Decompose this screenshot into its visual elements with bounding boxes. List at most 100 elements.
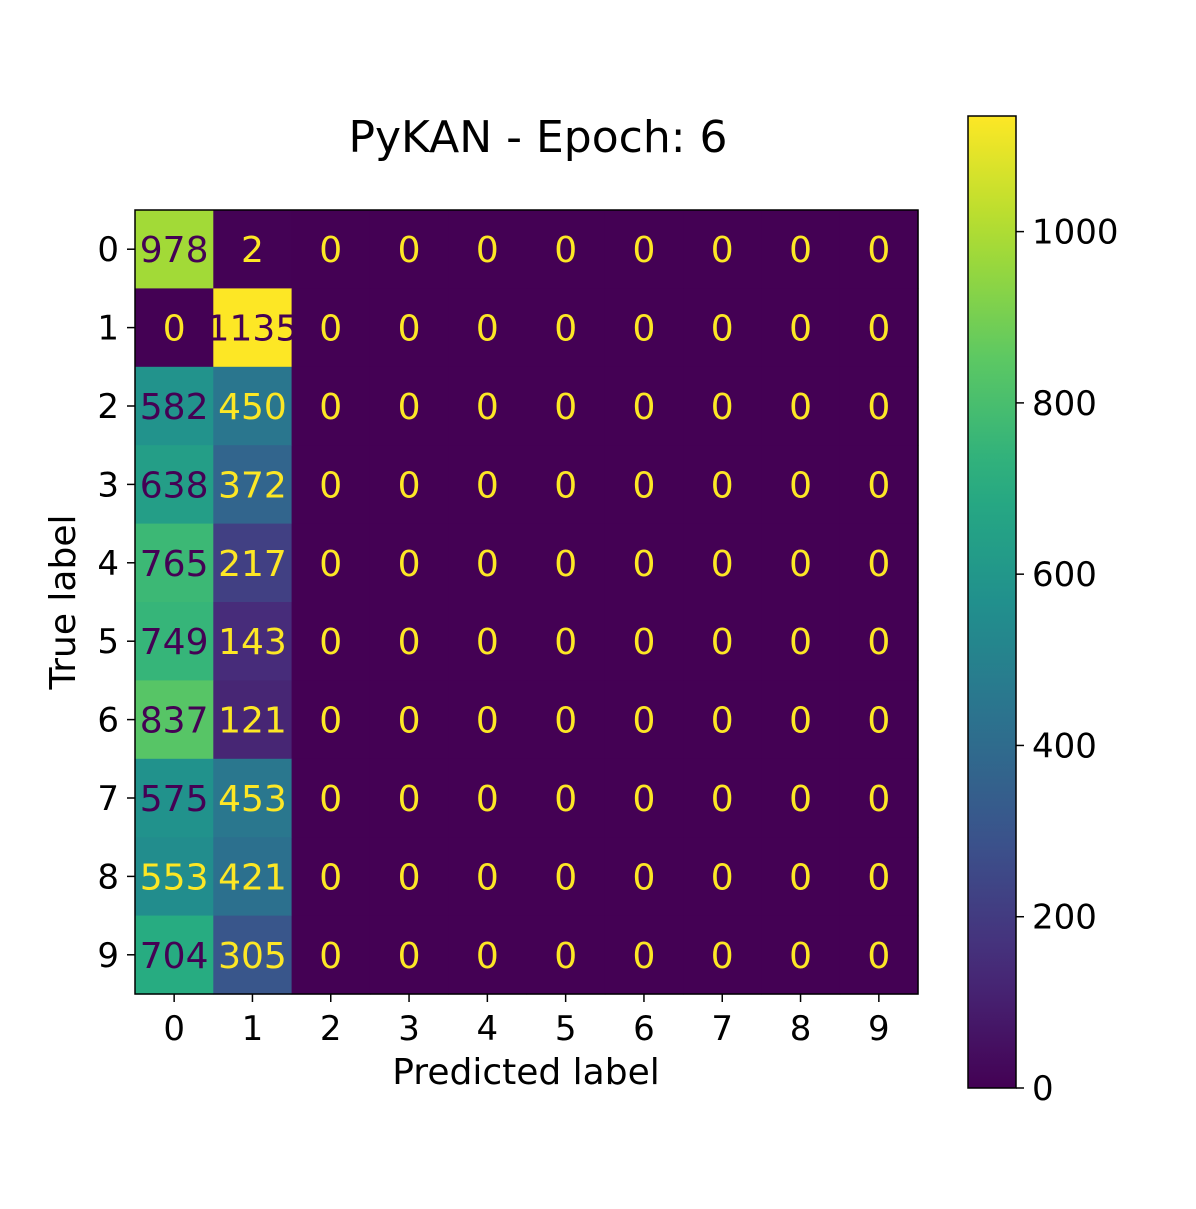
colorbar-tick-label: 200 [1032,898,1097,938]
y-tick-label: 7 [97,779,119,819]
heatmap-cell [526,210,606,289]
heatmap-cell [761,602,841,681]
y-tick-label: 9 [97,936,119,976]
heatmap-cell [448,680,528,760]
heatmap-cell [291,837,371,917]
heatmap-cell [291,915,371,995]
y-tick-label: 5 [97,622,119,662]
heatmap-cell [526,366,606,446]
heatmap-cell [839,366,919,446]
heatmap-cell [448,210,528,289]
cell-value-label: 0 [554,857,577,898]
heatmap-cell [369,366,449,446]
heatmap-cell [135,602,214,681]
cell-value-label: 638 [140,465,209,506]
cell-value-label: 553 [140,857,209,898]
cell-value-label: 0 [711,544,734,585]
heatmap-cell [369,758,449,838]
heatmap-cell [135,915,214,995]
cell-value-label: 0 [319,857,342,898]
cell-value-label: 0 [867,936,890,977]
cell-value-label: 0 [398,936,421,977]
heatmap-cell [213,288,293,368]
cell-value-label: 0 [476,857,499,898]
cell-value-label: 0 [711,465,734,506]
heatmap-cell [839,602,919,681]
x-axis-label: Predicted label [392,1052,660,1093]
heatmap-cell [369,680,449,760]
heatmap-cell [839,680,919,760]
cell-value-label: 0 [632,387,655,428]
cell-value-label: 0 [789,387,812,428]
heatmap-cell [683,837,762,917]
heatmap-cell [291,288,371,368]
heatmap-cell [526,445,606,525]
cell-value-label: 978 [140,230,209,271]
heatmap-cell [761,288,841,368]
cell-value-label: 0 [554,701,577,742]
cell-value-label: 0 [319,701,342,742]
heatmap-cell [839,523,919,603]
colorbar-tick-label: 1000 [1032,213,1119,253]
heatmap-cell [369,915,449,995]
cell-value-label: 0 [554,465,577,506]
heatmap-cell [213,602,293,681]
cell-value-label: 0 [398,309,421,350]
cell-value-label: 0 [711,857,734,898]
y-tick-label: 8 [97,857,119,897]
heatmap-cell [683,366,762,446]
heatmap-cell [839,210,919,289]
heatmap-cell [213,366,293,446]
cell-value-label: 453 [218,779,287,820]
heatmap-cell [213,758,293,838]
heatmap-cell [135,837,214,917]
cell-value-label: 0 [867,622,890,663]
cell-value-label: 0 [789,936,812,977]
heatmap-cell [683,288,762,368]
cell-value-label: 575 [140,779,209,820]
cell-value-label: 749 [140,622,209,663]
heatmap-cell [135,680,214,760]
heatmap-cell [369,288,449,368]
heatmap-cell [683,210,762,289]
cell-value-label: 0 [867,309,890,350]
cell-value-label: 305 [218,936,287,977]
cell-value-label: 0 [867,465,890,506]
cell-value-label: 1135 [207,309,299,350]
cell-value-label: 0 [554,622,577,663]
heatmap-cell [291,445,371,525]
cell-value-label: 0 [789,230,812,271]
cell-value-label: 0 [554,779,577,820]
heatmap-cell-labels: 978 2 0 0 0 0 0 0 0 0 0 1135 0 0 0 0 0 0 0 0 582 450 0 0 0 0 0 0 0 0 6… [140,230,891,977]
heatmap-cell [604,758,684,838]
cell-value-label: 0 [476,465,499,506]
heatmap-cell [604,523,684,603]
heatmap-cell [213,523,293,603]
heatmap-cell [135,288,214,368]
heatmap-cell [526,288,606,368]
cell-value-label: 0 [398,622,421,663]
cell-value-label: 0 [476,387,499,428]
cell-value-label: 0 [867,701,890,742]
cell-value-label: 0 [398,465,421,506]
heatmap-cell [526,602,606,681]
heatmap-cell [683,445,762,525]
cell-value-label: 765 [140,544,209,585]
heatmap-cell [761,758,841,838]
cell-value-label: 0 [398,857,421,898]
heatmap-cell [448,758,528,838]
cell-value-label: 0 [711,936,734,977]
x-tick-label: 8 [790,1009,812,1049]
heatmap-cell [135,210,214,289]
heatmap-cell [369,523,449,603]
cell-value-label: 582 [140,387,209,428]
heatmap-cell [839,288,919,368]
cell-value-label: 0 [554,309,577,350]
colorbar-tick-label: 600 [1032,555,1097,595]
heatmap-cell [604,210,684,289]
heatmap-cell [291,523,371,603]
cell-value-label: 372 [218,465,287,506]
heatmap-cell [683,915,762,995]
